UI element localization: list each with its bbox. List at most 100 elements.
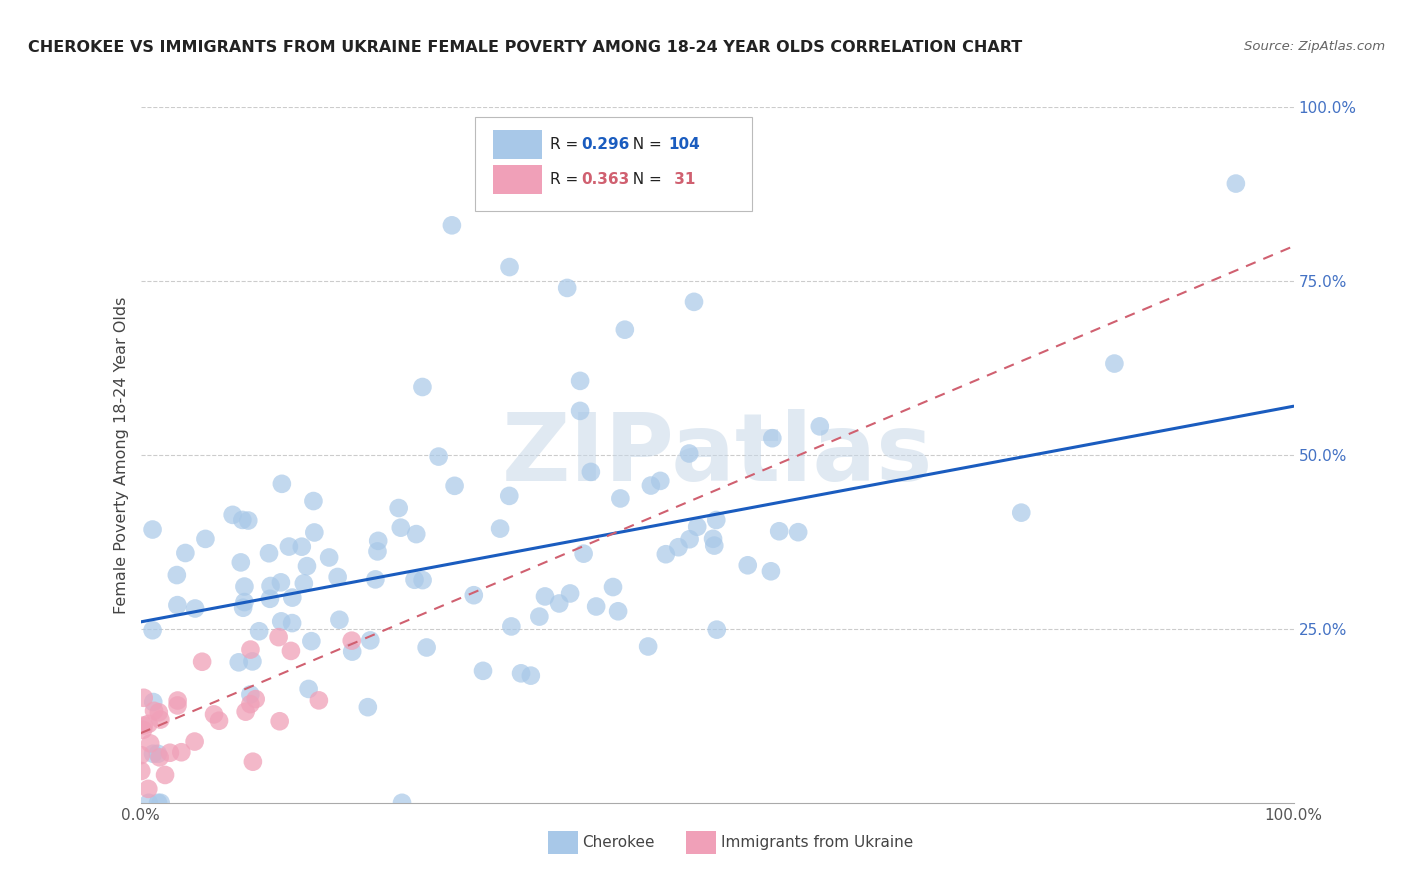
Point [668,540,690,554]
Point [411,380,433,394]
Point [194,532,217,546]
Point [440,219,463,233]
Point [270,615,292,629]
Point [609,491,631,506]
Point [686,520,709,534]
Text: 0.296: 0.296 [581,137,630,153]
Point [391,796,413,810]
Point [359,633,381,648]
Point [548,597,571,611]
Point [245,692,267,706]
Point [149,713,172,727]
Text: CHEROKEE VS IMMIGRANTS FROM UKRAINE FEMALE POVERTY AMONG 18-24 YEAR OLDS CORRELA: CHEROKEE VS IMMIGRANTS FROM UKRAINE FEMA… [28,40,1022,55]
Point [292,576,315,591]
Text: Immigrants from Ukraine: Immigrants from Ukraine [720,835,912,850]
Point [498,489,520,503]
Point [297,681,319,696]
FancyBboxPatch shape [547,830,578,855]
Point [572,547,595,561]
Point [166,698,188,713]
Point [132,718,155,732]
Point [146,747,169,761]
Point [166,568,188,582]
Point [768,524,790,539]
Point [270,476,292,491]
Point [170,745,193,759]
Point [555,281,578,295]
Point [640,478,662,492]
Point [328,613,350,627]
Point [388,501,411,516]
Point [239,642,262,657]
Point [232,600,254,615]
Text: R =: R = [550,137,583,153]
Point [443,479,465,493]
Point [427,450,450,464]
Point [489,522,512,536]
Point [637,640,659,654]
Point [281,616,304,631]
Point [238,514,260,528]
Point [366,544,388,558]
Point [405,527,427,541]
Point [247,624,270,639]
Point [166,598,188,612]
Point [233,595,256,609]
Point [132,723,155,737]
Point [655,547,678,561]
Point [239,697,262,711]
Point [132,690,155,705]
Point [364,573,387,587]
Point [1225,177,1247,191]
Point [235,705,257,719]
Point [650,474,672,488]
Point [706,623,728,637]
Point [142,523,165,537]
Text: N =: N = [623,172,666,187]
Point [558,586,581,600]
Point [304,525,326,540]
Point [357,700,380,714]
Point [139,736,162,750]
Point [498,260,520,274]
Point [704,513,727,527]
Point [569,374,592,388]
Point [613,323,636,337]
Point [579,465,602,479]
Point [136,781,159,796]
Point [129,764,152,778]
Point [142,747,165,761]
Point [281,591,304,605]
Point [367,533,389,548]
Point [318,550,340,565]
Point [534,590,557,604]
Point [239,688,262,702]
Point [340,633,363,648]
Point [607,604,630,618]
Text: ZIPatlas: ZIPatlas [502,409,932,501]
Point [191,655,214,669]
Point [808,419,831,434]
Text: Source: ZipAtlas.com: Source: ZipAtlas.com [1244,40,1385,54]
Point [1104,357,1126,371]
Point [340,645,363,659]
Point [415,640,437,655]
FancyBboxPatch shape [686,830,716,855]
Point [702,532,724,546]
Point [138,796,160,810]
Point [146,796,169,810]
Point [683,294,706,309]
Point [1010,506,1032,520]
Point [149,750,172,764]
Point [269,714,291,729]
Point [166,693,188,707]
Point [280,644,302,658]
Point [257,546,280,560]
Point [761,431,783,445]
Point [143,704,166,718]
Text: N =: N = [623,137,666,153]
Y-axis label: Female Poverty Among 18-24 Year Olds: Female Poverty Among 18-24 Year Olds [114,296,129,614]
Point [148,706,170,720]
Point [569,404,592,418]
Point [267,630,290,644]
